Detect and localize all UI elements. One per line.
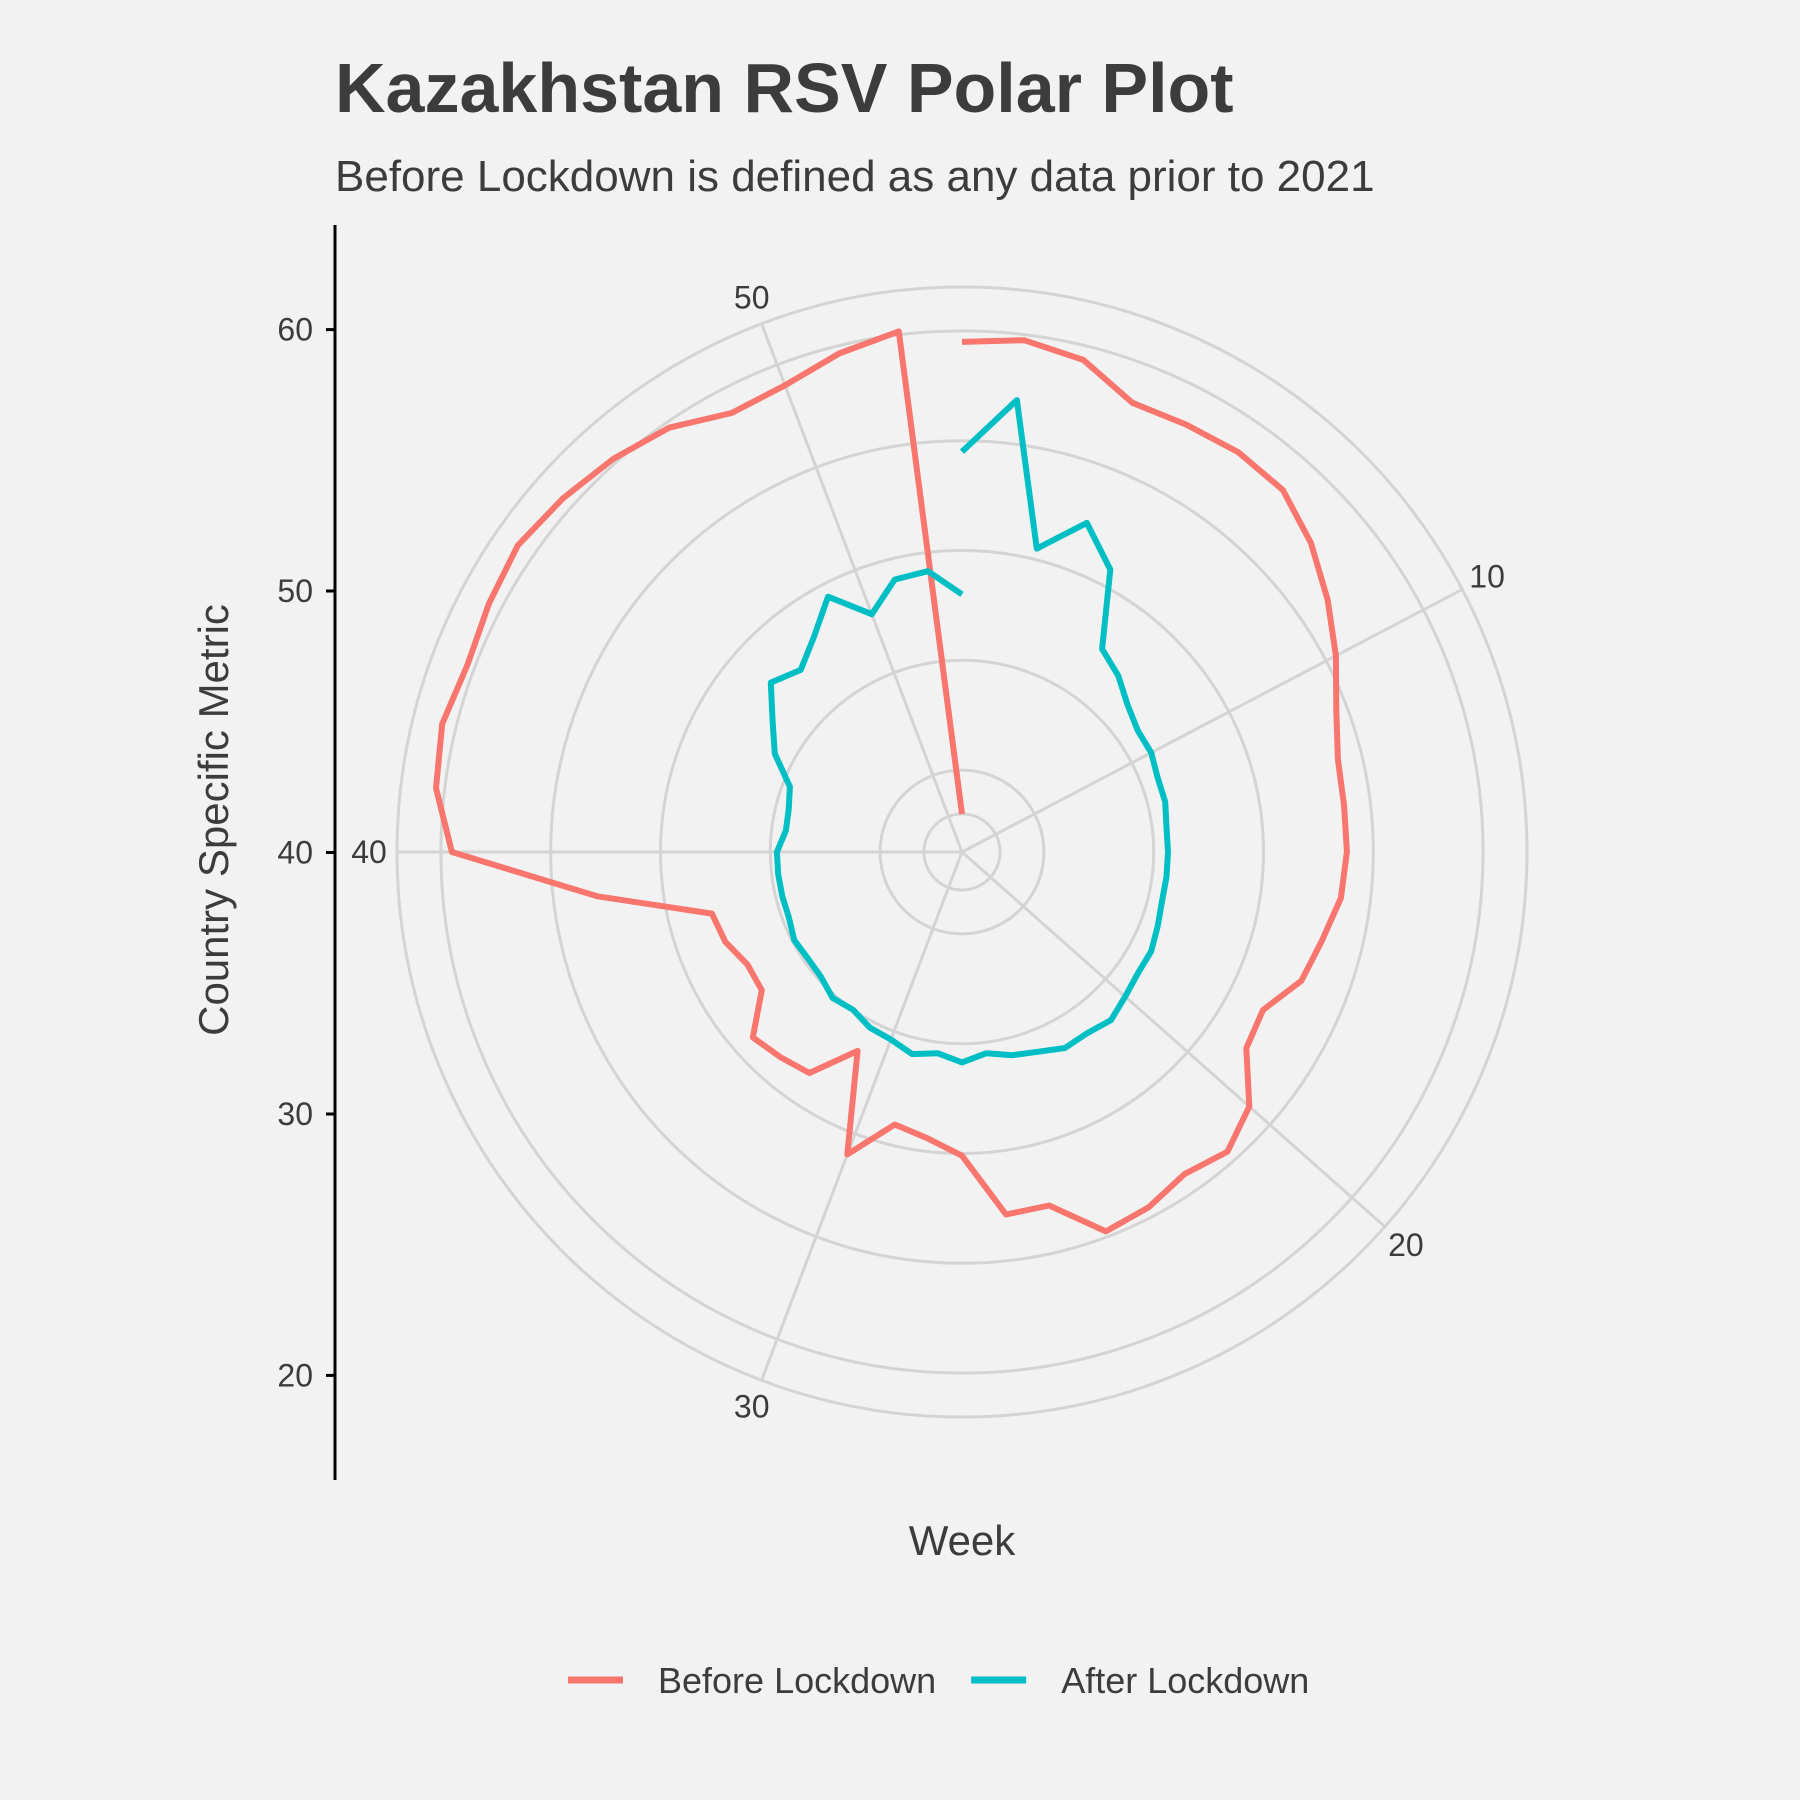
grid-spoke bbox=[961, 850, 1386, 1228]
series-layer bbox=[433, 328, 1350, 1235]
y-axis-title: Country Specific Metric bbox=[190, 604, 237, 1036]
angle-tick-label: 30 bbox=[734, 1389, 770, 1425]
y-tick-label: 20 bbox=[277, 1357, 313, 1393]
legend-label-2: After Lockdown bbox=[1061, 1660, 1309, 1701]
angle-tick-label: 50 bbox=[734, 280, 770, 316]
series-line-1 bbox=[433, 328, 1350, 1235]
angle-tick-label: 10 bbox=[1469, 558, 1505, 594]
chart-subtitle: Before Lockdown is defined as any data p… bbox=[335, 152, 1375, 201]
grid-spoke bbox=[760, 851, 964, 1381]
polar-grid bbox=[395, 285, 1529, 1419]
chart-title: Kazakhstan RSV Polar Plot bbox=[335, 49, 1234, 127]
y-axis-ticks: 20 30 40 50 60 bbox=[277, 312, 335, 1393]
x-axis-title: Week bbox=[909, 1517, 1017, 1564]
series-line-2 bbox=[767, 397, 1171, 1066]
y-tick-label: 30 bbox=[277, 1096, 313, 1132]
grid-spoke bbox=[760, 323, 964, 853]
y-tick-label: 50 bbox=[277, 573, 313, 609]
legend: Before Lockdown After Lockdown bbox=[568, 1660, 1309, 1701]
y-tick-label: 40 bbox=[277, 835, 313, 871]
angle-tick-label: 40 bbox=[351, 834, 387, 870]
angle-tick-labels: 10 20 30 40 50 bbox=[351, 280, 1505, 1425]
legend-label-1: Before Lockdown bbox=[658, 1660, 936, 1701]
angle-tick-label: 20 bbox=[1388, 1227, 1424, 1263]
y-tick-label: 60 bbox=[277, 312, 313, 348]
grid-spoke bbox=[961, 588, 1463, 854]
